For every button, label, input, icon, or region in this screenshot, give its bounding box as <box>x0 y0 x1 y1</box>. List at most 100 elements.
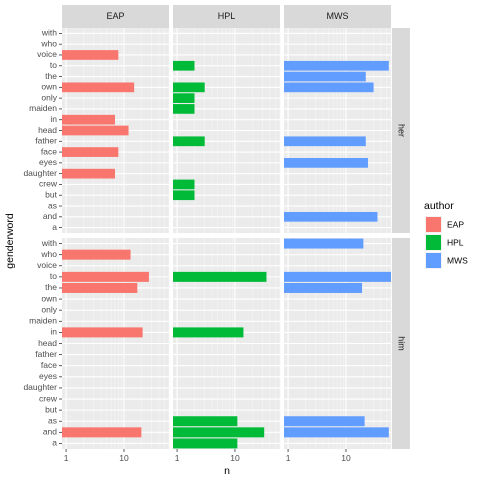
panel-him-hpl <box>173 238 281 449</box>
facet-strip-mws <box>284 5 391 28</box>
facet-strip-label-hpl: HPL <box>218 11 236 21</box>
y-tick-label-him-voice: voice <box>37 260 57 270</box>
y-tick-label-her-with: with <box>41 28 57 38</box>
bar-her-eap-head <box>62 125 129 136</box>
y-tick-label-him-a: a <box>52 438 57 448</box>
y-tick-label-her-crew: crew <box>39 179 58 189</box>
y-tick-label-him-but: but <box>45 404 57 414</box>
y-tick-label-him-father: father <box>35 349 57 359</box>
y-tick-label-him-maiden: maiden <box>29 316 57 326</box>
y-tick-label-her-voice: voice <box>37 49 57 59</box>
bar-her-mws-father <box>284 136 366 147</box>
bar-him-hpl-and <box>173 427 265 438</box>
x-tick-label: 1 <box>175 453 180 463</box>
legend-swatch-eap <box>426 217 441 232</box>
y-tick-label-him-who: who <box>40 249 57 259</box>
facet-strip-label-her: her <box>397 124 407 137</box>
bar-him-mws-the <box>284 282 363 293</box>
y-tick-label-him-and: and <box>43 427 57 437</box>
bar-her-eap-own <box>62 82 135 93</box>
y-tick-label-him-daughter: daughter <box>23 382 57 392</box>
bar-her-mws-the <box>284 71 366 82</box>
bar-him-eap-who <box>62 249 131 260</box>
facet-strip-eap <box>62 5 169 28</box>
facet-strip-her <box>392 28 410 233</box>
facet-strip-label-eap: EAP <box>106 11 124 21</box>
panel-him-mws <box>284 238 392 449</box>
panel-him-eap <box>62 238 170 449</box>
y-tick-label-him-crew: crew <box>39 393 58 403</box>
facet-strip-label-mws: MWS <box>327 11 349 21</box>
bar-him-mws-as <box>284 416 365 427</box>
bar-him-eap-and <box>62 427 142 438</box>
y-tick-label-her-father: father <box>35 136 57 146</box>
bar-her-eap-in <box>62 114 115 125</box>
y-tick-label-him-the: the <box>45 282 57 292</box>
y-tick-label-her-but: but <box>45 189 57 199</box>
y-tick-label-him-head: head <box>38 338 57 348</box>
bar-him-eap-to <box>62 271 149 282</box>
bar-her-eap-voice <box>62 50 119 60</box>
x-axis-ticks: 1 10 1 10 1 10 <box>64 449 351 463</box>
y-tick-label-her-a: a <box>52 222 57 232</box>
bar-him-mws-with <box>284 238 364 249</box>
panel-her-hpl <box>173 28 281 233</box>
legend-label-hpl: HPL <box>447 237 464 247</box>
bar-her-mws-and <box>284 211 378 222</box>
bar-him-hpl-in <box>173 327 244 338</box>
y-axis-title: genderword <box>4 213 16 269</box>
legend-swatch-hpl <box>426 235 441 250</box>
bar-her-mws-own <box>284 82 374 93</box>
bar-her-mws-to <box>284 60 389 71</box>
bar-her-hpl-to <box>173 60 195 71</box>
bar-her-eap-face <box>62 147 119 157</box>
y-tick-label-him-with: with <box>41 238 57 248</box>
y-tick-label-her-own: own <box>41 82 57 92</box>
bar-him-eap-the <box>62 282 138 293</box>
y-tick-label-her-only: only <box>41 92 57 102</box>
legend-title: author <box>424 200 454 212</box>
bar-her-hpl-but <box>173 190 195 201</box>
bar-him-hpl-as <box>173 416 238 427</box>
y-tick-label-him-own: own <box>41 293 57 303</box>
y-tick-label-her-face: face <box>41 146 57 156</box>
facet-strip-label-him: him <box>397 336 407 351</box>
y-tick-label-her-eyes: eyes <box>39 157 57 167</box>
facet-strips: her him EAP HPL MWS <box>62 5 410 449</box>
x-tick-label: 1 <box>64 453 69 463</box>
facet-strip-hpl <box>173 5 280 28</box>
bar-him-eap-in <box>62 327 143 338</box>
facet-strip-him <box>392 238 410 449</box>
bar-her-hpl-only <box>173 93 195 103</box>
y-tick-label-him-eyes: eyes <box>39 371 57 381</box>
legend-label-mws: MWS <box>447 255 468 265</box>
bar-her-hpl-crew <box>173 179 195 190</box>
bar-him-mws-to <box>284 271 391 282</box>
y-tick-label-him-face: face <box>41 360 57 370</box>
y-tick-label-her-the: the <box>45 71 57 81</box>
y-tick-label-her-who: who <box>40 38 57 48</box>
y-tick-label-her-maiden: maiden <box>29 103 57 113</box>
x-axis-title: n <box>224 465 230 477</box>
x-tick-label: 10 <box>119 453 129 463</box>
legend-label-eap: EAP <box>447 219 464 229</box>
y-tick-label-her-head: head <box>38 125 57 135</box>
bar-her-hpl-maiden <box>173 104 195 114</box>
bar-him-mws-and <box>284 427 389 438</box>
x-tick-label: 1 <box>286 453 291 463</box>
y-tick-label-her-daughter: daughter <box>23 168 57 178</box>
y-axis-ticks: withwhovoicetotheownonlymaideninheadfath… <box>23 28 62 448</box>
bar-her-hpl-father <box>173 136 205 147</box>
y-tick-label-her-and: and <box>43 211 57 221</box>
panel-her-mws <box>284 28 392 233</box>
y-tick-label-him-to: to <box>50 271 57 281</box>
y-tick-label-him-in: in <box>50 327 57 337</box>
y-tick-label-him-only: only <box>41 304 57 314</box>
bar-him-hpl-a <box>173 438 238 449</box>
x-tick-label: 10 <box>230 453 240 463</box>
bar-her-mws-eyes <box>284 158 368 168</box>
legend: author EAP HPL MWS <box>424 200 468 269</box>
y-tick-label-her-in: in <box>50 114 57 124</box>
y-tick-label-him-as: as <box>48 415 57 425</box>
